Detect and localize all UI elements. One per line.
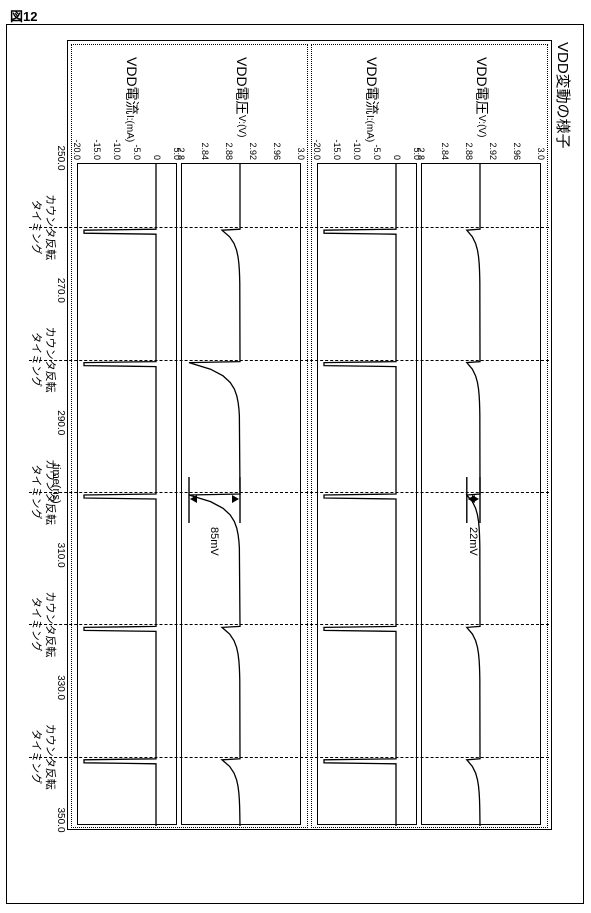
y-tick: 3.0 (536, 147, 546, 160)
label-vdd-voltage-b: VDD電圧 (232, 57, 252, 115)
event-labels: カウンタ反転タイミングカウンタ反転タイミングカウンタ反転タイミングカウンタ反転タ… (12, 40, 56, 830)
y-tick: 3.0 (296, 147, 306, 160)
event-line (29, 227, 549, 228)
current-trace (316, 164, 416, 826)
axis-unit-voltage: V:(V) (236, 115, 247, 137)
event-label: カウンタ反転タイミング (29, 194, 57, 260)
axis-unit-current: I:(mA) (364, 115, 375, 142)
voltage-trace (180, 164, 300, 826)
panel-b: VDD電圧 VDD電流 85mV 3.02.962.922.882.842.8 … (71, 44, 308, 828)
y-tick: 2.92 (488, 142, 498, 160)
axis-unit-current: I:(mA) (124, 115, 135, 142)
y-tick: 2.92 (248, 142, 258, 160)
y-tick: -15.0 (92, 139, 102, 160)
y-tick: -20.0 (312, 139, 322, 160)
label-vdd-voltage-a: VDD電圧 (472, 57, 492, 115)
panel-a: VDD電圧 VDD電流 22mV 3.02.962.922.882.842.8 … (311, 44, 548, 828)
voltage-trace (420, 164, 540, 826)
y-tick: 2.96 (272, 142, 282, 160)
label-vdd-current-b: VDD電流 (122, 57, 142, 115)
event-line (29, 624, 549, 625)
event-line (29, 757, 549, 758)
x-tick: 290.0 (55, 410, 66, 435)
y-tick: 2.84 (440, 142, 450, 160)
figure-label: 図12 (10, 6, 37, 25)
y-tick: -5.0 (372, 144, 382, 160)
event-label: カウンタ反転タイミング (29, 459, 57, 525)
y-tick: -10.0 (112, 139, 122, 160)
y-tick: -10.0 (352, 139, 362, 160)
event-line (29, 360, 549, 361)
y-tick: 0 (152, 155, 162, 160)
subplot-voltage-b: 85mV (181, 163, 301, 825)
current-trace (76, 164, 176, 826)
event-line (29, 492, 549, 493)
y-tick: 2.88 (464, 142, 474, 160)
rotated-content: VDD変動の様子 VDD電圧 VDD電流 22mV 3.0 2.96 2.92 2.8… (6, 24, 584, 904)
y-tick: 0 (392, 155, 402, 160)
y-tick: 5.0 (172, 147, 182, 160)
y-tick: 2.88 (224, 142, 234, 160)
x-tick: 310.0 (55, 543, 66, 568)
y-tick: -5.0 (132, 144, 142, 160)
y-tick: 5.0 (412, 147, 422, 160)
x-tick: 250.0 (55, 145, 66, 170)
dip-annotation: 22mV (467, 527, 479, 556)
y-tick: 2.84 (200, 142, 210, 160)
y-tick: 2.96 (512, 142, 522, 160)
subplot-current-a (317, 163, 417, 825)
x-tick: 330.0 (55, 675, 66, 700)
event-label: カウンタ反転タイミング (29, 591, 57, 657)
plot-area: VDD電圧 VDD電流 22mV 3.02.962.922.882.842.8 … (67, 40, 552, 830)
x-tick: 270.0 (55, 278, 66, 303)
event-label: カウンタ反転タイミング (29, 724, 57, 790)
axis-unit-voltage: V:(V) (476, 115, 487, 137)
y-tick: -15.0 (332, 139, 342, 160)
label-vdd-current-a: VDD電流 (362, 57, 382, 115)
x-tick: 350.0 (55, 807, 66, 832)
event-label: カウンタ反転タイミング (29, 327, 57, 393)
y-tick: -20.0 (72, 139, 82, 160)
subplot-voltage-a: 22mV (421, 163, 541, 825)
subplot-current-b (77, 163, 177, 825)
dip-annotation: 85mV (209, 527, 221, 556)
figure-title: VDD変動の様子 (553, 42, 574, 149)
